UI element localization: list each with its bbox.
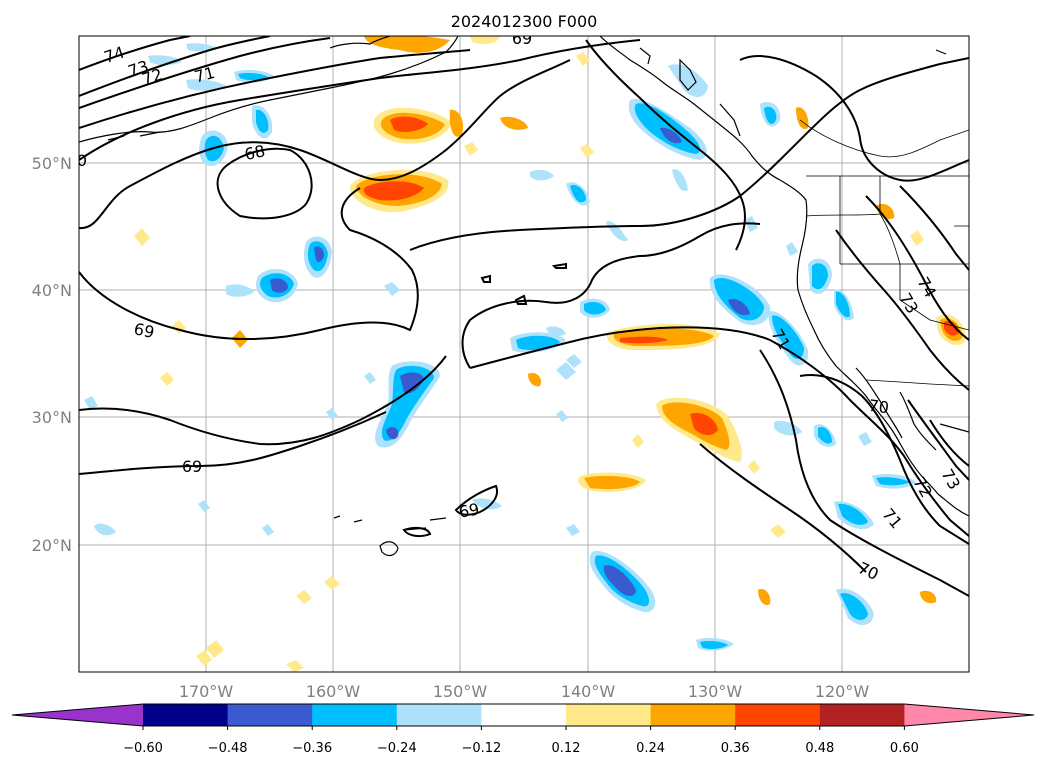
latitude-labels: 50°N 40°N 30°N 20°N [32, 154, 72, 555]
colorbar-tick-label: 0.24 [636, 741, 665, 756]
positive-anomaly [134, 36, 966, 672]
political-borders [799, 119, 969, 387]
colorbar-segment [396, 704, 482, 726]
colorbar-segment [566, 704, 652, 726]
contour-label: 69 [512, 29, 532, 48]
negative-anomaly [84, 43, 916, 651]
coastlines [79, 36, 969, 557]
isoheight-contours [79, 36, 969, 597]
colorbar-tick-label: 0.12 [552, 741, 581, 756]
colorbar-tick-label: 0.60 [890, 741, 919, 756]
lat-label: 30°N [32, 408, 72, 427]
lon-label: 170°W [179, 682, 234, 701]
colorbar-tick-label: −0.12 [461, 741, 501, 756]
colorbar-tick-label: 0.36 [721, 741, 750, 756]
contour-label: 69 [132, 319, 156, 342]
colorbar-segment [650, 704, 736, 726]
colorbar-tick-label: 0.48 [805, 741, 834, 756]
colorbar-segment [227, 704, 313, 726]
longitude-labels: 170°W 160°W 150°W 140°W 130°W 120°W [179, 682, 870, 701]
contour-label: 69 [182, 457, 202, 476]
colorbar-tick-label: −0.48 [208, 741, 248, 756]
lon-label: 120°W [815, 682, 870, 701]
map-title: 2024012300 F000 [451, 12, 598, 31]
lat-label: 40°N [32, 281, 72, 300]
lat-label: 20°N [32, 536, 72, 555]
lon-label: 130°W [688, 682, 743, 701]
map-area: 74 73 72 71 68 0 69 69 69 69 71 73 74 70… [77, 29, 969, 672]
colorbar-segment [735, 704, 821, 726]
colorbar-segment [481, 704, 567, 726]
colorbar-segment [143, 704, 229, 726]
contour-label: 70 [867, 396, 890, 418]
filled-anomalies [84, 36, 966, 672]
colorbar-extend-low [12, 704, 143, 726]
colorbar-tick-label: −0.36 [292, 741, 332, 756]
gridlines [79, 36, 969, 672]
lon-label: 140°W [561, 682, 616, 701]
lon-label: 150°W [433, 682, 488, 701]
contour-label: 69 [457, 499, 480, 521]
contour-label: 68 [243, 141, 267, 164]
colorbar-tick-label: −0.60 [123, 741, 163, 756]
contour-label: 71 [192, 63, 217, 87]
colorbar-segment [819, 704, 905, 726]
lat-label: 50°N [32, 154, 72, 173]
colorbar-extend-high [904, 704, 1034, 726]
colorbar-segment [312, 704, 398, 726]
contour-label: 0 [77, 151, 87, 170]
colorbar: −0.60 −0.48 −0.36 −0.24 −0.12 0.12 0.24 0.36 0.4… [11, 703, 1035, 756]
lon-label: 160°W [306, 682, 361, 701]
map-frame [78, 35, 970, 673]
colorbar-tick-label: −0.24 [377, 741, 417, 756]
